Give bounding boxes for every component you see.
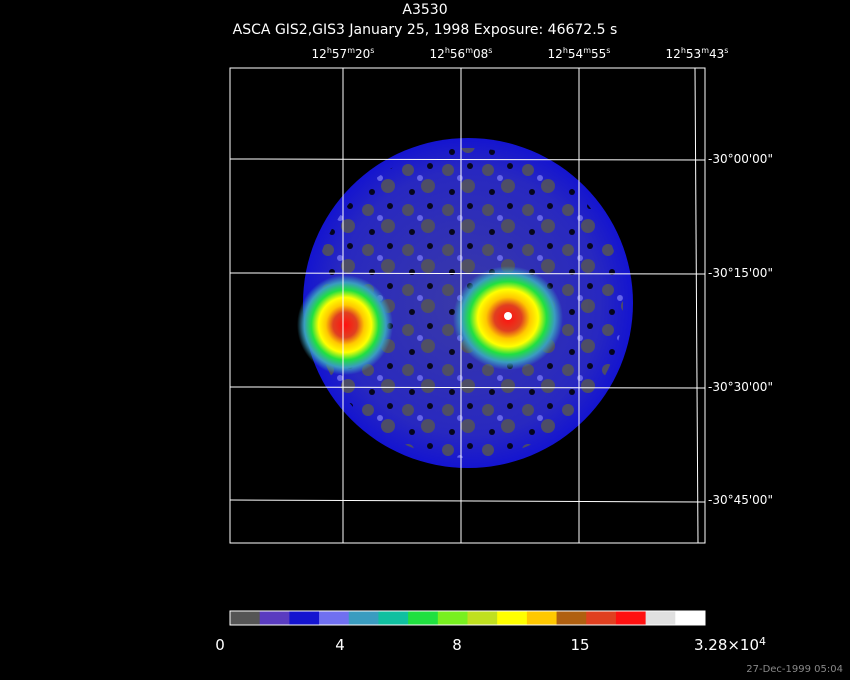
superscript: s <box>606 46 610 55</box>
colorbar-label: 8 <box>452 636 462 654</box>
superscript: h <box>327 46 332 55</box>
colorbar-label: 4 <box>335 636 345 654</box>
colorbar-swatch <box>230 611 261 625</box>
dec-label: -30°15'00" <box>708 266 773 280</box>
superscript: m <box>583 46 591 55</box>
text-part: 54 <box>568 47 583 61</box>
colorbar-label: 0 <box>215 636 225 654</box>
superscript: h <box>445 46 450 55</box>
text-part: 12 <box>666 47 681 61</box>
ra-label: 12h56m08s <box>430 46 493 61</box>
text-part: 53 <box>686 47 701 61</box>
text-part: 57 <box>332 47 347 61</box>
superscript: h <box>681 46 686 55</box>
superscript: 4 <box>759 635 766 648</box>
colorbar-swatch <box>348 611 379 625</box>
coordinate-grid <box>229 67 706 544</box>
colorbar-swatch <box>675 611 706 625</box>
superscript: s <box>370 46 374 55</box>
ra-label: 12h54m55s <box>548 46 611 61</box>
dec-label: -30°45'00" <box>708 493 773 507</box>
colorbar-swatch <box>526 611 558 625</box>
colorbar-swatch <box>556 611 587 625</box>
text-part: 56 <box>450 47 465 61</box>
title: A3530 <box>402 2 447 18</box>
colorbar-swatch <box>408 611 439 625</box>
colorbar-swatch <box>645 611 676 625</box>
superscript: s <box>724 46 728 55</box>
ra-label: 12h57m20s <box>312 46 375 61</box>
text-part: 4 <box>335 636 345 654</box>
colorbar-swatch <box>437 611 468 625</box>
colorbar-swatch <box>259 611 290 625</box>
text-part: 12 <box>548 47 563 61</box>
colorbar-swatch <box>378 611 409 625</box>
text-part: 0 <box>215 636 225 654</box>
text-part: 20 <box>355 47 370 61</box>
text-part: 12 <box>312 47 327 61</box>
colorbar-label: 15 <box>570 636 589 654</box>
superscript: m <box>347 46 355 55</box>
footer: 27-Dec-1999 05:04 <box>746 664 843 675</box>
text-part: 55 <box>591 47 606 61</box>
dec-label: -30°30'00" <box>708 380 773 394</box>
superscript: m <box>465 46 473 55</box>
text-part: 8 <box>452 636 462 654</box>
superscript: m <box>701 46 709 55</box>
colorbar-swatch <box>497 611 528 625</box>
superscript: s <box>488 46 492 55</box>
colorbar-swatch <box>319 611 350 625</box>
subtitle: ASCA GIS2,GIS3 January 25, 1998 Exposure… <box>233 22 618 38</box>
text-part: 08 <box>473 47 488 61</box>
colorbar-label: 3.28×104 <box>694 635 766 654</box>
colorbar-swatch <box>289 611 320 625</box>
dec-label: -30°00'00" <box>708 152 773 166</box>
colorbar-swatch <box>586 611 617 625</box>
text-part: 12 <box>430 47 445 61</box>
text-part: 43 <box>709 47 724 61</box>
ra-label: 12h53m43s <box>666 46 729 61</box>
colorbar-swatch <box>615 611 647 625</box>
colorbar-frame <box>229 610 706 626</box>
text-part: 15 <box>570 636 589 654</box>
superscript: h <box>563 46 568 55</box>
xray-image <box>297 138 633 468</box>
colorbar-swatch <box>467 611 498 625</box>
text-part: 3.28×10 <box>694 636 759 654</box>
